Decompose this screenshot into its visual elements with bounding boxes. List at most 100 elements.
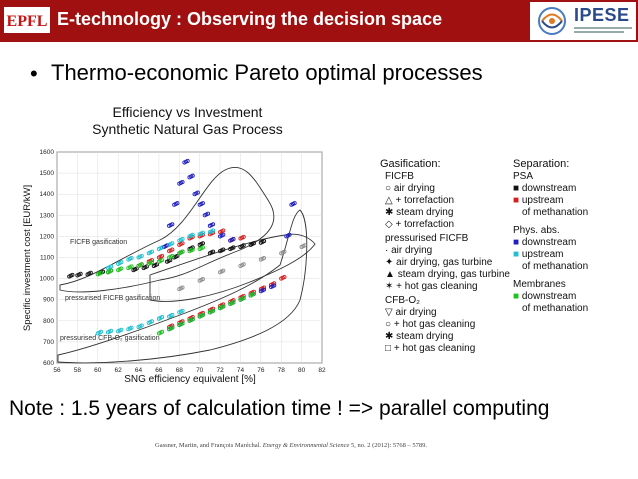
x-tick-label: 78 [278, 367, 286, 374]
data-point [175, 253, 180, 258]
asterisk-marker-icon: ✱ [385, 207, 397, 218]
data-point [221, 268, 226, 273]
data-point [261, 287, 267, 292]
x-tick-label: 74 [237, 367, 245, 374]
data-point [109, 328, 114, 333]
epfl-logo: EPFL [4, 7, 50, 33]
data-point [221, 302, 226, 307]
y-tick-label: 1600 [40, 149, 55, 156]
legend-physabs-header: Phys. abs. [513, 225, 560, 236]
data-point [70, 272, 75, 277]
citation-authors: Gassner, Martin, and François Maréchal. [155, 442, 262, 449]
blue-square-icon: ■ [513, 237, 522, 248]
data-point [200, 312, 205, 318]
cfb-o2-region [57, 209, 308, 364]
region-label-ficfb: FICFB gasification [70, 239, 127, 246]
data-point [292, 201, 297, 206]
chart-title-block: Efficiency vs Investment Synthetic Natur… [75, 104, 300, 138]
data-point [119, 266, 124, 271]
data-point [170, 247, 175, 252]
ficfb-region [59, 166, 275, 293]
data-point [211, 222, 216, 227]
cyan-square-icon: ■ [513, 249, 522, 260]
data-point [170, 241, 175, 246]
legend-ficfb-header: FICFB [385, 171, 414, 182]
data-point [149, 249, 154, 254]
data-point [200, 241, 205, 246]
data-point [251, 289, 256, 294]
circle-marker-icon: ○ [385, 319, 394, 330]
data-point [170, 323, 175, 328]
data-point [200, 201, 205, 206]
x-tick-label: 66 [155, 367, 163, 374]
legend-separation-header: Separation: [513, 158, 570, 170]
pressurised-ficfb-region [149, 233, 316, 302]
y-tick-label: 1300 [40, 212, 55, 219]
x-tick-labels: 56 58 60 62 64 66 68 70 72 74 76 78 80 82 [53, 367, 326, 374]
legend-cfbo2-item: ○ + hot gas cleaning [385, 319, 476, 330]
asterisk-marker-icon: ✱ [385, 331, 397, 342]
x-tick-label: 76 [257, 367, 265, 374]
data-point [211, 249, 216, 254]
data-point [119, 260, 124, 265]
legend-physabs-item: ■ downstream [513, 237, 577, 248]
triangle-marker-icon: △ [385, 195, 396, 206]
legend-cfbo2-item: □ + hot gas cleaning [385, 343, 476, 354]
x-tick-label: 80 [298, 367, 306, 374]
data-point [129, 255, 134, 261]
y-tick-label: 1200 [40, 233, 55, 240]
data-point [160, 258, 165, 263]
legend-pficfb-item: · air drying [385, 245, 433, 256]
data-point [205, 211, 211, 216]
data-point [175, 201, 180, 206]
data-point [149, 258, 154, 263]
data-point [272, 281, 277, 286]
citation: Gassner, Martin, and François Maréchal. … [155, 442, 427, 449]
data-point [221, 247, 226, 252]
y-tick-label: 600 [43, 360, 54, 367]
x-tick-label: 72 [216, 367, 224, 374]
legend-ficfb-item: ○ air drying [385, 183, 435, 194]
data-point [180, 236, 185, 242]
series-9 [156, 291, 256, 336]
data-point [231, 298, 236, 303]
black-square-icon: ■ [513, 183, 522, 194]
data-point [139, 253, 144, 258]
y-tick-label: 1000 [40, 276, 55, 283]
data-point [170, 325, 175, 330]
ipese-subtitle-lines [574, 27, 632, 33]
data-point [139, 323, 144, 328]
citation-details: 5, no. 2 (2012): 5768 – 5789. [351, 442, 428, 449]
ipese-logo: IPESE [530, 2, 636, 40]
data-point [119, 327, 124, 332]
series-8 [95, 308, 185, 336]
slide-title: E-technology : Observing the decision sp… [57, 9, 443, 29]
ipese-wordmark: IPESE [574, 5, 630, 25]
data-point [200, 245, 205, 250]
data-point [170, 312, 175, 318]
data-point [231, 245, 236, 250]
data-point [180, 308, 185, 313]
data-point [129, 264, 134, 269]
data-point [221, 228, 226, 233]
citation-journal: Energy & Environmental Science [262, 442, 350, 449]
triangle-down-marker-icon: ▽ [385, 307, 396, 318]
series-5 [177, 243, 307, 292]
legend-psa-item: of methanation [522, 207, 589, 218]
square-marker-icon: □ [385, 343, 394, 354]
data-point [180, 249, 185, 254]
x-tick-label: 58 [74, 367, 82, 374]
legend-membranes-header: Membranes [513, 279, 566, 290]
svg-text:EPFL: EPFL [7, 13, 48, 30]
legend-ficfb-item: ◇ + torrefaction [385, 219, 455, 230]
data-point [149, 260, 154, 265]
legend-psa-item: ■ upstream [513, 195, 564, 206]
ipese-emblem-icon [538, 7, 566, 35]
data-point [165, 243, 170, 248]
x-tick-label: 82 [318, 367, 326, 374]
data-point [282, 249, 287, 254]
data-point [180, 285, 185, 290]
star-marker-icon: ✦ [385, 257, 397, 268]
data-point [98, 270, 104, 275]
series-0 [67, 239, 267, 279]
